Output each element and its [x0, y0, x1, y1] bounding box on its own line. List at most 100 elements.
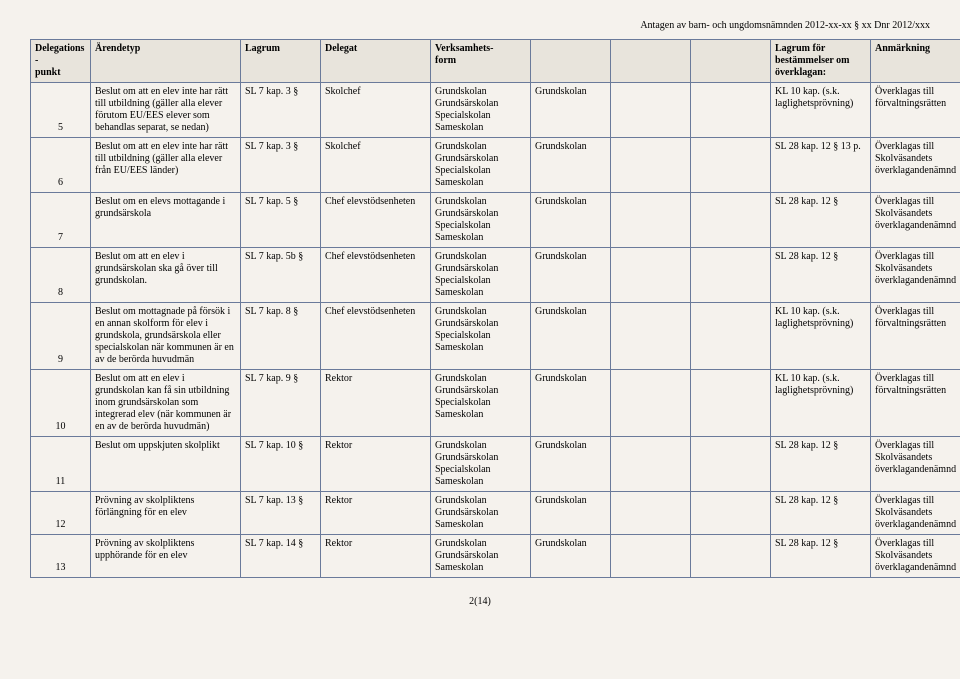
col-header-delegat: Delegat [321, 40, 431, 83]
cell-b3 [691, 535, 771, 578]
cell-verk: GrundskolanGrundsärskolanSpecialskolanSa… [431, 248, 531, 303]
col-header-blank3 [691, 40, 771, 83]
col-header-lagrum: Lagrum [241, 40, 321, 83]
cell-lagrum: SL 7 kap. 3 § [241, 83, 321, 138]
cell-b2 [611, 437, 691, 492]
cell-b1: Grundskolan [531, 248, 611, 303]
cell-lagrum2: SL 28 kap. 12 § [771, 535, 871, 578]
cell-anm: Överklagas till förvaltningsrätten [871, 83, 960, 138]
cell-b1: Grundskolan [531, 492, 611, 535]
cell-lagrum: SL 7 kap. 14 § [241, 535, 321, 578]
table-row: 11Beslut om uppskjuten skolpliktSL 7 kap… [31, 437, 960, 492]
cell-punkt: 13 [31, 535, 91, 578]
cell-punkt: 12 [31, 492, 91, 535]
cell-punkt: 9 [31, 303, 91, 370]
cell-lagrum: SL 7 kap. 9 § [241, 370, 321, 437]
cell-b3 [691, 303, 771, 370]
delegation-table: Delegations-punkt Ärendetyp Lagrum Deleg… [30, 39, 960, 578]
page-footer: 2(14) [30, 596, 930, 607]
cell-punkt: 5 [31, 83, 91, 138]
cell-b1: Grundskolan [531, 193, 611, 248]
cell-lagrum2: SL 28 kap. 12 § [771, 492, 871, 535]
cell-verk: GrundskolanGrundsärskolanSameskolan [431, 492, 531, 535]
cell-delegat: Rektor [321, 370, 431, 437]
cell-delegat: Rektor [321, 492, 431, 535]
cell-b2 [611, 138, 691, 193]
cell-b3 [691, 138, 771, 193]
cell-arende: Beslut om en elevs mottagande i grundsär… [91, 193, 241, 248]
table-row: 9Beslut om mottagnade på försök i en ann… [31, 303, 960, 370]
cell-verk: GrundskolanGrundsärskolanSpecialskolanSa… [431, 303, 531, 370]
cell-b1: Grundskolan [531, 303, 611, 370]
table-row: 6Beslut om att en elev inte har rätt til… [31, 138, 960, 193]
cell-arende: Beslut om att en elev inte har rätt till… [91, 83, 241, 138]
header-note: Antagen av barn- och ungdomsnämnden 2012… [30, 20, 930, 31]
cell-anm: Överklagas till Skolväsandets överklagan… [871, 437, 960, 492]
cell-arende: Beslut om att en elev inte har rätt till… [91, 138, 241, 193]
table-row: 12Prövning av skolpliktens förlängning f… [31, 492, 960, 535]
cell-lagrum: SL 7 kap. 5 § [241, 193, 321, 248]
cell-delegat: Rektor [321, 535, 431, 578]
cell-verk: GrundskolanGrundsärskolanSameskolan [431, 535, 531, 578]
cell-anm: Överklagas till Skolväsandets överklagan… [871, 193, 960, 248]
cell-punkt: 10 [31, 370, 91, 437]
cell-delegat: Chef elevstödsenheten [321, 248, 431, 303]
cell-punkt: 8 [31, 248, 91, 303]
table-row: 7Beslut om en elevs mottagande i grundsä… [31, 193, 960, 248]
cell-lagrum2: KL 10 kap. (s.k. laglighetsprövning) [771, 83, 871, 138]
cell-anm: Överklagas till Skolväsandets överklagan… [871, 535, 960, 578]
cell-arende: Beslut om att en elev i grundsärskolan s… [91, 248, 241, 303]
cell-b2 [611, 193, 691, 248]
cell-b2 [611, 83, 691, 138]
cell-lagrum: SL 7 kap. 8 § [241, 303, 321, 370]
cell-b1: Grundskolan [531, 138, 611, 193]
table-row: 10Beslut om att en elev i grundskolan ka… [31, 370, 960, 437]
cell-punkt: 7 [31, 193, 91, 248]
cell-arende: Beslut om mottagnade på försök i en anna… [91, 303, 241, 370]
cell-anm: Överklagas till förvaltningsrätten [871, 370, 960, 437]
cell-b2 [611, 370, 691, 437]
cell-b2 [611, 535, 691, 578]
cell-lagrum2: KL 10 kap. (s.k. laglighetsprövning) [771, 303, 871, 370]
cell-b2 [611, 303, 691, 370]
col-header-blank1 [531, 40, 611, 83]
table-body: 5Beslut om att en elev inte har rätt til… [31, 83, 960, 578]
cell-b3 [691, 248, 771, 303]
cell-lagrum2: SL 28 kap. 12 § [771, 437, 871, 492]
cell-delegat: Rektor [321, 437, 431, 492]
cell-b1: Grundskolan [531, 83, 611, 138]
cell-verk: GrundskolanGrundsärskolanSpecialskolanSa… [431, 193, 531, 248]
col-header-verk: Verksamhets-form [431, 40, 531, 83]
cell-anm: Överklagas till Skolväsandets överklagan… [871, 248, 960, 303]
col-header-punkt: Delegations-punkt [31, 40, 91, 83]
cell-lagrum2: KL 10 kap. (s.k. laglighetsprövning) [771, 370, 871, 437]
cell-punkt: 6 [31, 138, 91, 193]
cell-arende: Beslut om att en elev i grundskolan kan … [91, 370, 241, 437]
cell-verk: GrundskolanGrundsärskolanSpecialskolanSa… [431, 370, 531, 437]
cell-b3 [691, 370, 771, 437]
cell-delegat: Chef elevstödsenheten [321, 303, 431, 370]
col-header-lagrum2: Lagrum för bestämmelser om överklagan: [771, 40, 871, 83]
cell-delegat: Chef elevstödsenheten [321, 193, 431, 248]
cell-b3 [691, 193, 771, 248]
cell-delegat: Skolchef [321, 138, 431, 193]
cell-b1: Grundskolan [531, 370, 611, 437]
cell-b3 [691, 437, 771, 492]
cell-b3 [691, 83, 771, 138]
cell-delegat: Skolchef [321, 83, 431, 138]
cell-lagrum: SL 7 kap. 13 § [241, 492, 321, 535]
cell-anm: Överklagas till förvaltningsrätten [871, 303, 960, 370]
col-header-blank2 [611, 40, 691, 83]
table-row: 13Prövning av skolpliktens upphörande fö… [31, 535, 960, 578]
col-header-arende: Ärendetyp [91, 40, 241, 83]
cell-b2 [611, 492, 691, 535]
cell-lagrum2: SL 28 kap. 12 § [771, 248, 871, 303]
cell-anm: Överklagas till Skolväsandets överklagan… [871, 138, 960, 193]
cell-arende: Beslut om uppskjuten skolplikt [91, 437, 241, 492]
cell-verk: GrundskolanGrundsärskolanSpecialskolanSa… [431, 437, 531, 492]
cell-b1: Grundskolan [531, 535, 611, 578]
cell-verk: GrundskolanGrundsärskolanSpecialskolanSa… [431, 83, 531, 138]
cell-b2 [611, 248, 691, 303]
table-row: 8Beslut om att en elev i grundsärskolan … [31, 248, 960, 303]
cell-lagrum: SL 7 kap. 5b § [241, 248, 321, 303]
